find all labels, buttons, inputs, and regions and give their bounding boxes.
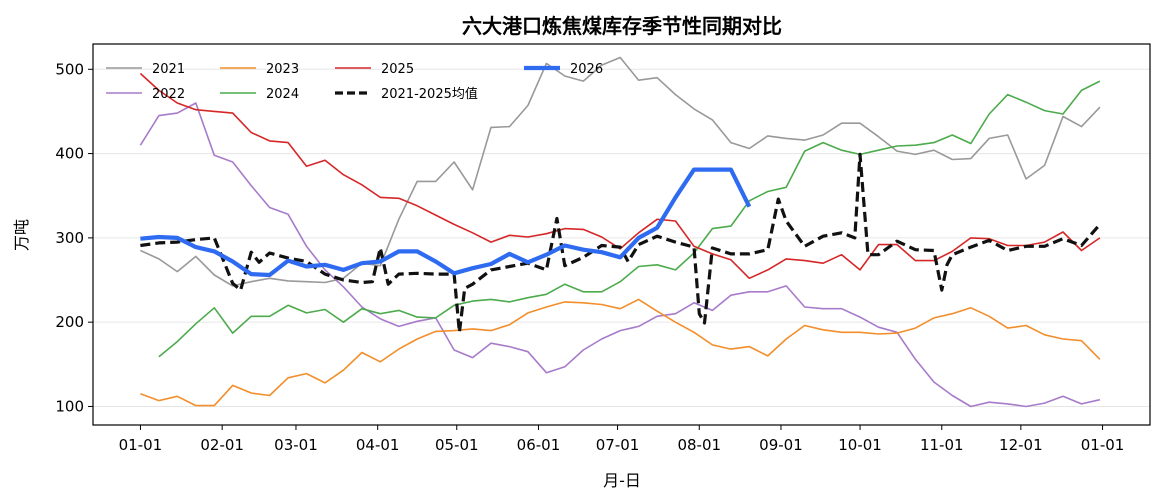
x-tick-label: 06-01 [517,436,561,454]
x-tick-label: 05-01 [435,436,479,454]
x-axis: 01-01 02-01 03-01 04-01 05-01 06-01 07-01 08-01… [119,425,1125,454]
x-tick-label: 01-01 [1081,436,1125,454]
x-tick-label: 09-01 [759,436,803,454]
x-tick-label: 08-01 [677,436,721,454]
x-tick-label: 02-01 [200,436,244,454]
x-axis-label: 月-日 [603,471,641,490]
x-tick-label: 12-01 [999,436,1043,454]
legend-label-2: 2023 [266,62,299,77]
plot-frame [92,43,1151,426]
x-tick-label: 07-01 [596,436,640,454]
x-tick-label: 01-01 [119,436,163,454]
y-tick-label: 100 [55,397,84,415]
series-line-3 [158,80,1101,358]
legend-label-1: 2022 [152,87,185,102]
legend-label-0: 2021 [152,62,185,77]
legend-label-6: 2026 [570,62,603,77]
legend-label-5: 2021-2025均值 [381,86,478,102]
series-line-4 [139,72,1101,280]
series-line-1 [139,102,1101,408]
x-tick-label: 10-01 [838,436,882,454]
legend-label-3: 2024 [266,87,299,102]
y-axis: 100 200 300 400 500 [55,60,93,415]
x-tick-label: 11-01 [920,436,964,454]
y-tick-label: 500 [55,60,84,78]
legend-label-4: 2025 [381,62,414,77]
series-line-6 [140,167,752,278]
chart-title: 六大港口炼焦煤库存季节性同期对比 [462,14,782,38]
y-tick-label: 200 [55,313,84,331]
y-tick-label: 400 [55,145,84,163]
x-tick-label: 03-01 [274,436,318,454]
series-layer [139,56,1102,408]
x-tick-label: 04-01 [356,436,400,454]
series-line-0 [140,56,1101,287]
legend: 2021 2022 2023 2024 2025 2021-2025均值 2026 [106,62,603,102]
y-tick-label: 300 [55,229,84,247]
series-line-2 [140,298,1101,407]
y-axis-label: 万吨 [12,219,31,251]
